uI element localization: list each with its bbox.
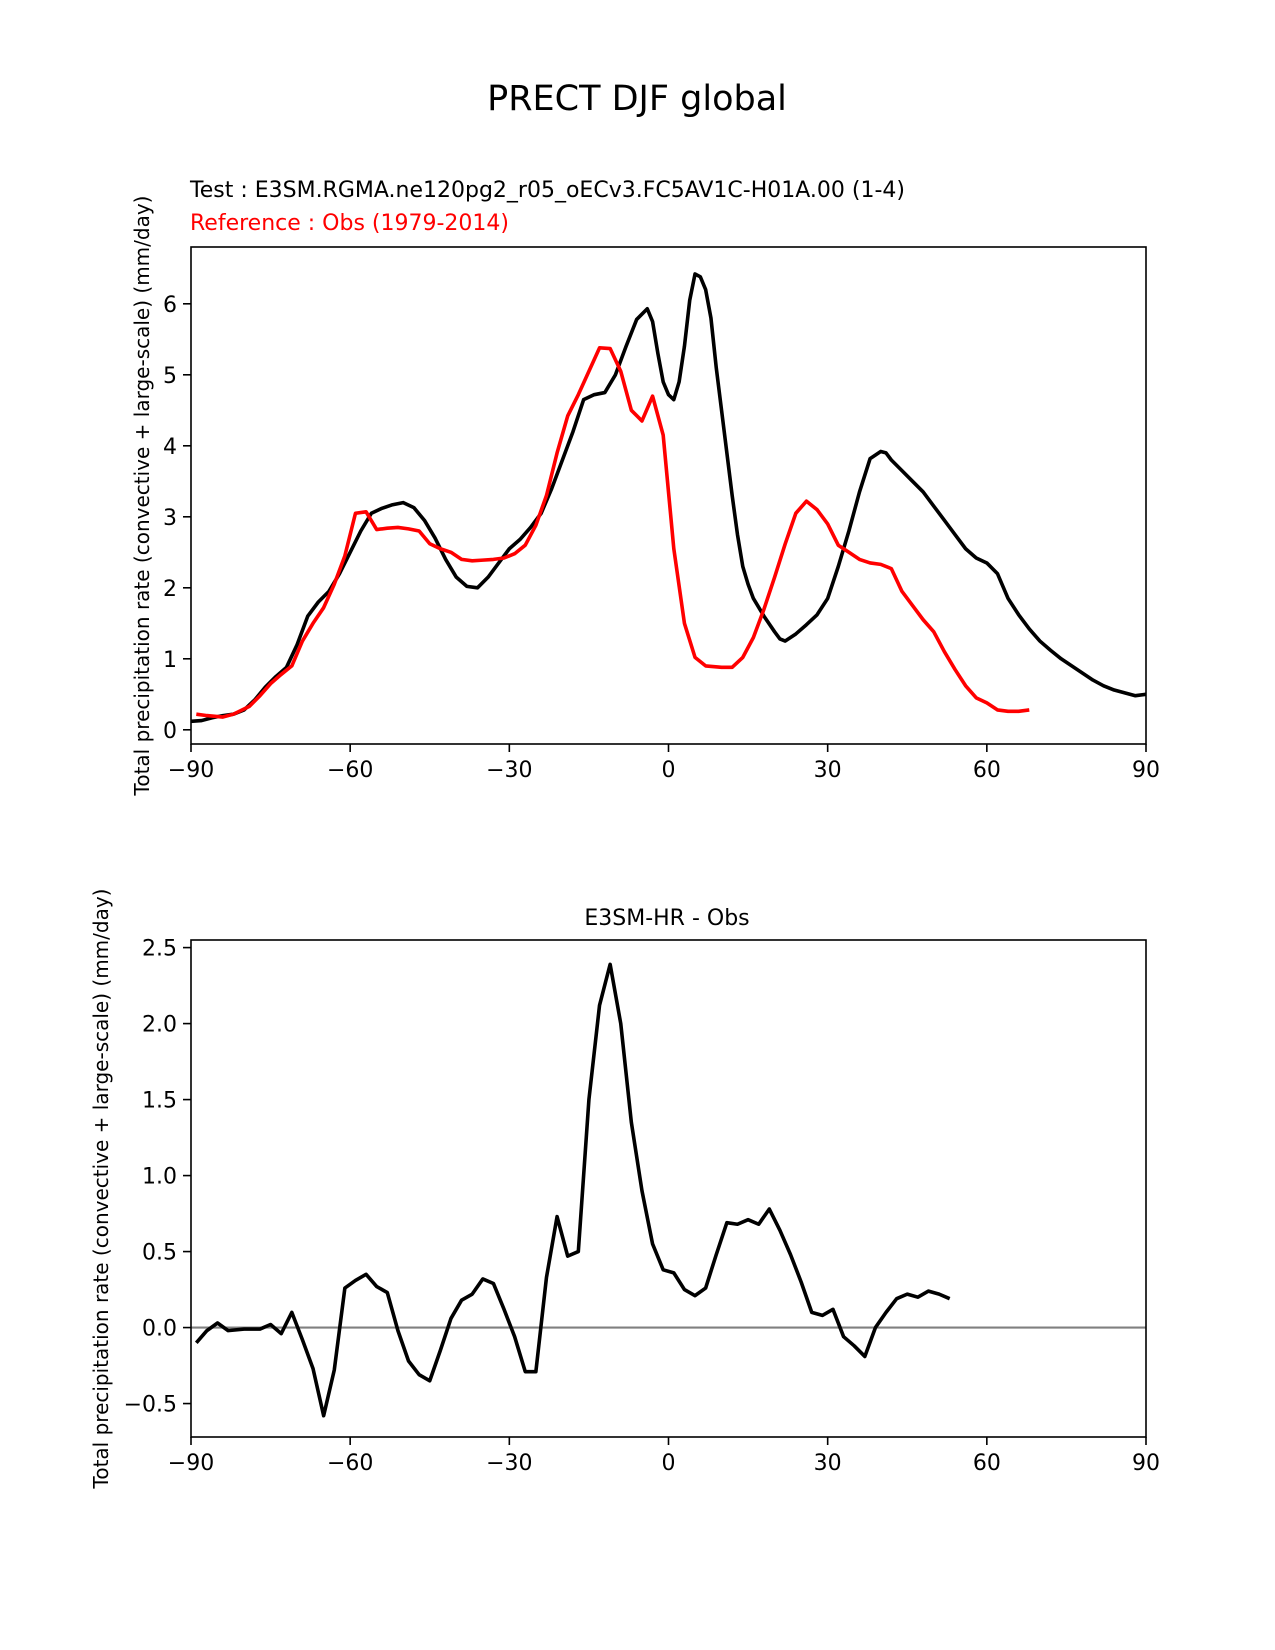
bottom-plot-title: E3SM-HR - Obs <box>584 906 749 931</box>
bottom-xtick-label: −30 <box>486 1451 532 1476</box>
top-ytick-label: 0 <box>163 719 177 744</box>
reference-label: Reference : Obs (1979-2014) <box>190 211 509 236</box>
top-xtick-label: 90 <box>1132 758 1160 783</box>
bottom-xtick-label: 0 <box>662 1451 676 1476</box>
top-xtick-label: −60 <box>327 758 373 783</box>
bottom-ytick-label: 0.5 <box>142 1241 177 1266</box>
top-xtick-label: 60 <box>973 758 1001 783</box>
test-label: Test : E3SM.RGMA.ne120pg2_r05_oECv3.FC5A… <box>189 178 905 203</box>
bottom-xtick-label: 60 <box>973 1451 1001 1476</box>
bottom-ytick-label: 2.5 <box>142 937 177 962</box>
bottom-series-line-0 <box>194 962 951 1418</box>
top-ytick-label: 5 <box>163 364 177 389</box>
top-ytick-label: 3 <box>163 506 177 531</box>
bottom-ylabel: Total precipitation rate (convective + l… <box>89 889 113 1490</box>
top-ytick-label: 6 <box>163 293 177 318</box>
bottom-ytick-label: 1.0 <box>142 1165 177 1190</box>
bottom-ytick-label: 0.0 <box>142 1317 177 1342</box>
top-ytick-label: 4 <box>163 435 177 460</box>
top-ytick-label: 2 <box>163 577 177 602</box>
bottom-plot: −90 −60 −30 0 30 60 90 −0.5 0.0 0.5 1.0 1.5 2.0 2.5 To… <box>89 889 1160 1490</box>
top-ylabel: Total precipitation rate (convective + l… <box>130 196 154 797</box>
top-xtick-label: −90 <box>168 758 214 783</box>
top-xtick-label: 0 <box>662 758 676 783</box>
bottom-xtick-label: 90 <box>1132 1451 1160 1476</box>
figure-title: PRECT DJF global <box>487 79 787 119</box>
bottom-xtick-label: −60 <box>327 1451 373 1476</box>
top-xtick-label: 30 <box>814 758 842 783</box>
top-ytick-label: 1 <box>163 648 177 673</box>
bottom-xtick-label: 30 <box>814 1451 842 1476</box>
top-plot: −90 −60 −30 0 30 60 90 0 1 2 3 4 5 6 Total precipitati… <box>130 196 1160 797</box>
bottom-xtick-label: −90 <box>168 1451 214 1476</box>
bottom-ytick-label: 1.5 <box>142 1089 177 1114</box>
top-series-line-0 <box>190 272 1147 724</box>
bottom-ytick-label: 2.0 <box>142 1013 177 1038</box>
top-series-line-1 <box>196 346 1030 719</box>
top-xtick-label: −30 <box>486 758 532 783</box>
bottom-ytick-label: −0.5 <box>124 1393 177 1418</box>
